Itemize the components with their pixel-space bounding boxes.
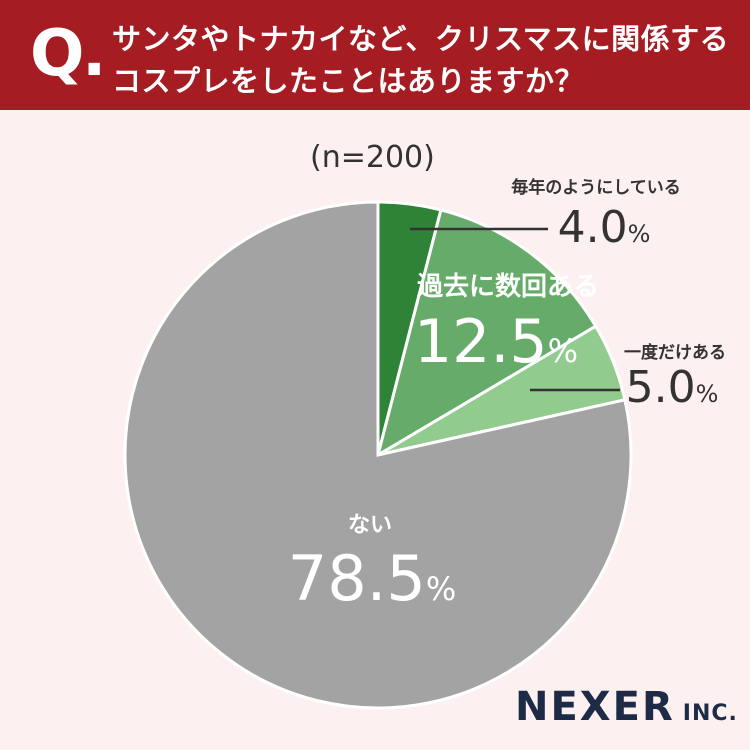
- sample-size: (n=200): [310, 140, 435, 175]
- slice-value-number-2: 12.5: [414, 307, 548, 377]
- pie-slice-2: [375, 208, 598, 459]
- slice-value-unit-2: %: [548, 332, 578, 370]
- slice-value-unit-4: %: [426, 570, 456, 608]
- q-mark: Q: [30, 17, 85, 91]
- slice-value-1: 4.0%: [558, 202, 651, 253]
- brand-name: NEXER: [515, 684, 675, 730]
- leader-lines: [410, 227, 620, 392]
- question-header: Q . サンタやトナカイなど、クリスマスに関係する コスプレをしたことはあります…: [0, 0, 750, 110]
- q-dot: .: [82, 17, 107, 91]
- slice-value-number-1: 4.0: [558, 202, 628, 253]
- slice-name-4: ない: [348, 513, 392, 538]
- slice-name-3: 一度だけある: [624, 342, 726, 363]
- nexer-logo: NEXER INC.: [515, 684, 738, 730]
- slice-value-3: 5.0%: [626, 362, 719, 413]
- slice-value-number-3: 5.0: [626, 362, 696, 413]
- pie-slice-4: [123, 200, 633, 710]
- slice-value-unit-1: %: [628, 220, 651, 248]
- brand-suffix: INC.: [682, 701, 738, 726]
- pie-slices: [123, 200, 633, 710]
- question-line-2: コスプレをしたことはありますか？: [112, 64, 585, 98]
- slice-name-2: 過去に数回ある: [417, 272, 599, 302]
- question-line-1: サンタやトナカイなど、クリスマスに関係する: [112, 22, 730, 56]
- slice-value-4: 78.5%: [288, 542, 456, 615]
- slice-value-number-4: 78.5: [288, 542, 426, 615]
- slice-name-1: 毎年のようにしている: [511, 177, 681, 198]
- slice-value-unit-3: %: [696, 380, 719, 408]
- slice-value-2: 12.5%: [414, 307, 578, 377]
